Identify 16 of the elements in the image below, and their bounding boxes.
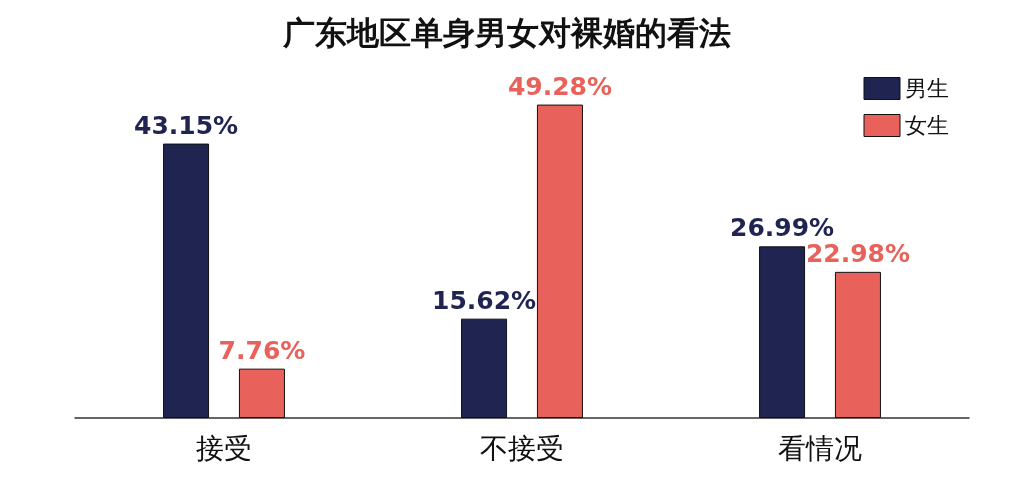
- bar: [834, 271, 881, 418]
- legend-label: 女生: [905, 113, 949, 138]
- bar: [536, 104, 583, 418]
- x-tick-label: 看情况: [778, 431, 862, 465]
- bar: [461, 318, 508, 418]
- data-label: 15.62%: [431, 285, 537, 315]
- data-label: 43.15%: [133, 110, 239, 140]
- bar: [163, 143, 210, 418]
- x-tick-label: 不接受: [480, 431, 564, 465]
- data-label: 49.28%: [507, 71, 613, 101]
- bar: [759, 246, 806, 418]
- chart-title: 广东地区单身男女对裸婚的看法: [282, 14, 731, 52]
- legend-label: 男生: [905, 76, 949, 101]
- bar: [238, 368, 285, 418]
- x-tick-label: 接受: [196, 431, 252, 465]
- data-label: 7.76%: [218, 335, 306, 365]
